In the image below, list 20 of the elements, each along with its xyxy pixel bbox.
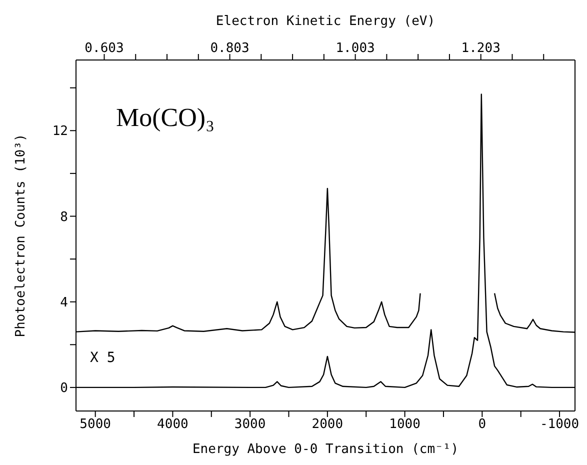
y-axis-title: Photoelectron Counts (10³) <box>14 134 29 338</box>
x-axis-title: Energy Above 0-0 Transition (cm⁻¹) <box>192 442 459 457</box>
x-tick-label: 5000 <box>80 417 111 432</box>
x2-axis-title: Electron Kinetic Energy (eV) <box>216 14 436 30</box>
x2-tick-label: 0.603 <box>84 41 124 56</box>
x-tick-label: 1000 <box>389 417 420 432</box>
x-tick-label: 4000 <box>157 417 188 432</box>
x-tick-label: -1000 <box>540 417 580 432</box>
x2-tick-label: 1.003 <box>336 41 375 56</box>
x-tick-label: 0 <box>478 417 486 432</box>
annotation: X 5 <box>90 350 116 366</box>
x-tick-label: 3000 <box>234 417 266 432</box>
text: Mo(CO)₃ <box>116 103 215 133</box>
y-tick-label: 8 <box>60 210 68 225</box>
y-tick-label: 4 <box>60 295 68 310</box>
x2-tick-label: 1.203 <box>461 41 500 56</box>
y-tick-label: 12 <box>52 124 68 140</box>
x-tick-label: 2000 <box>312 417 344 432</box>
x2-tick-label: 0.803 <box>210 41 250 56</box>
y-tick-label: 0 <box>60 381 68 396</box>
